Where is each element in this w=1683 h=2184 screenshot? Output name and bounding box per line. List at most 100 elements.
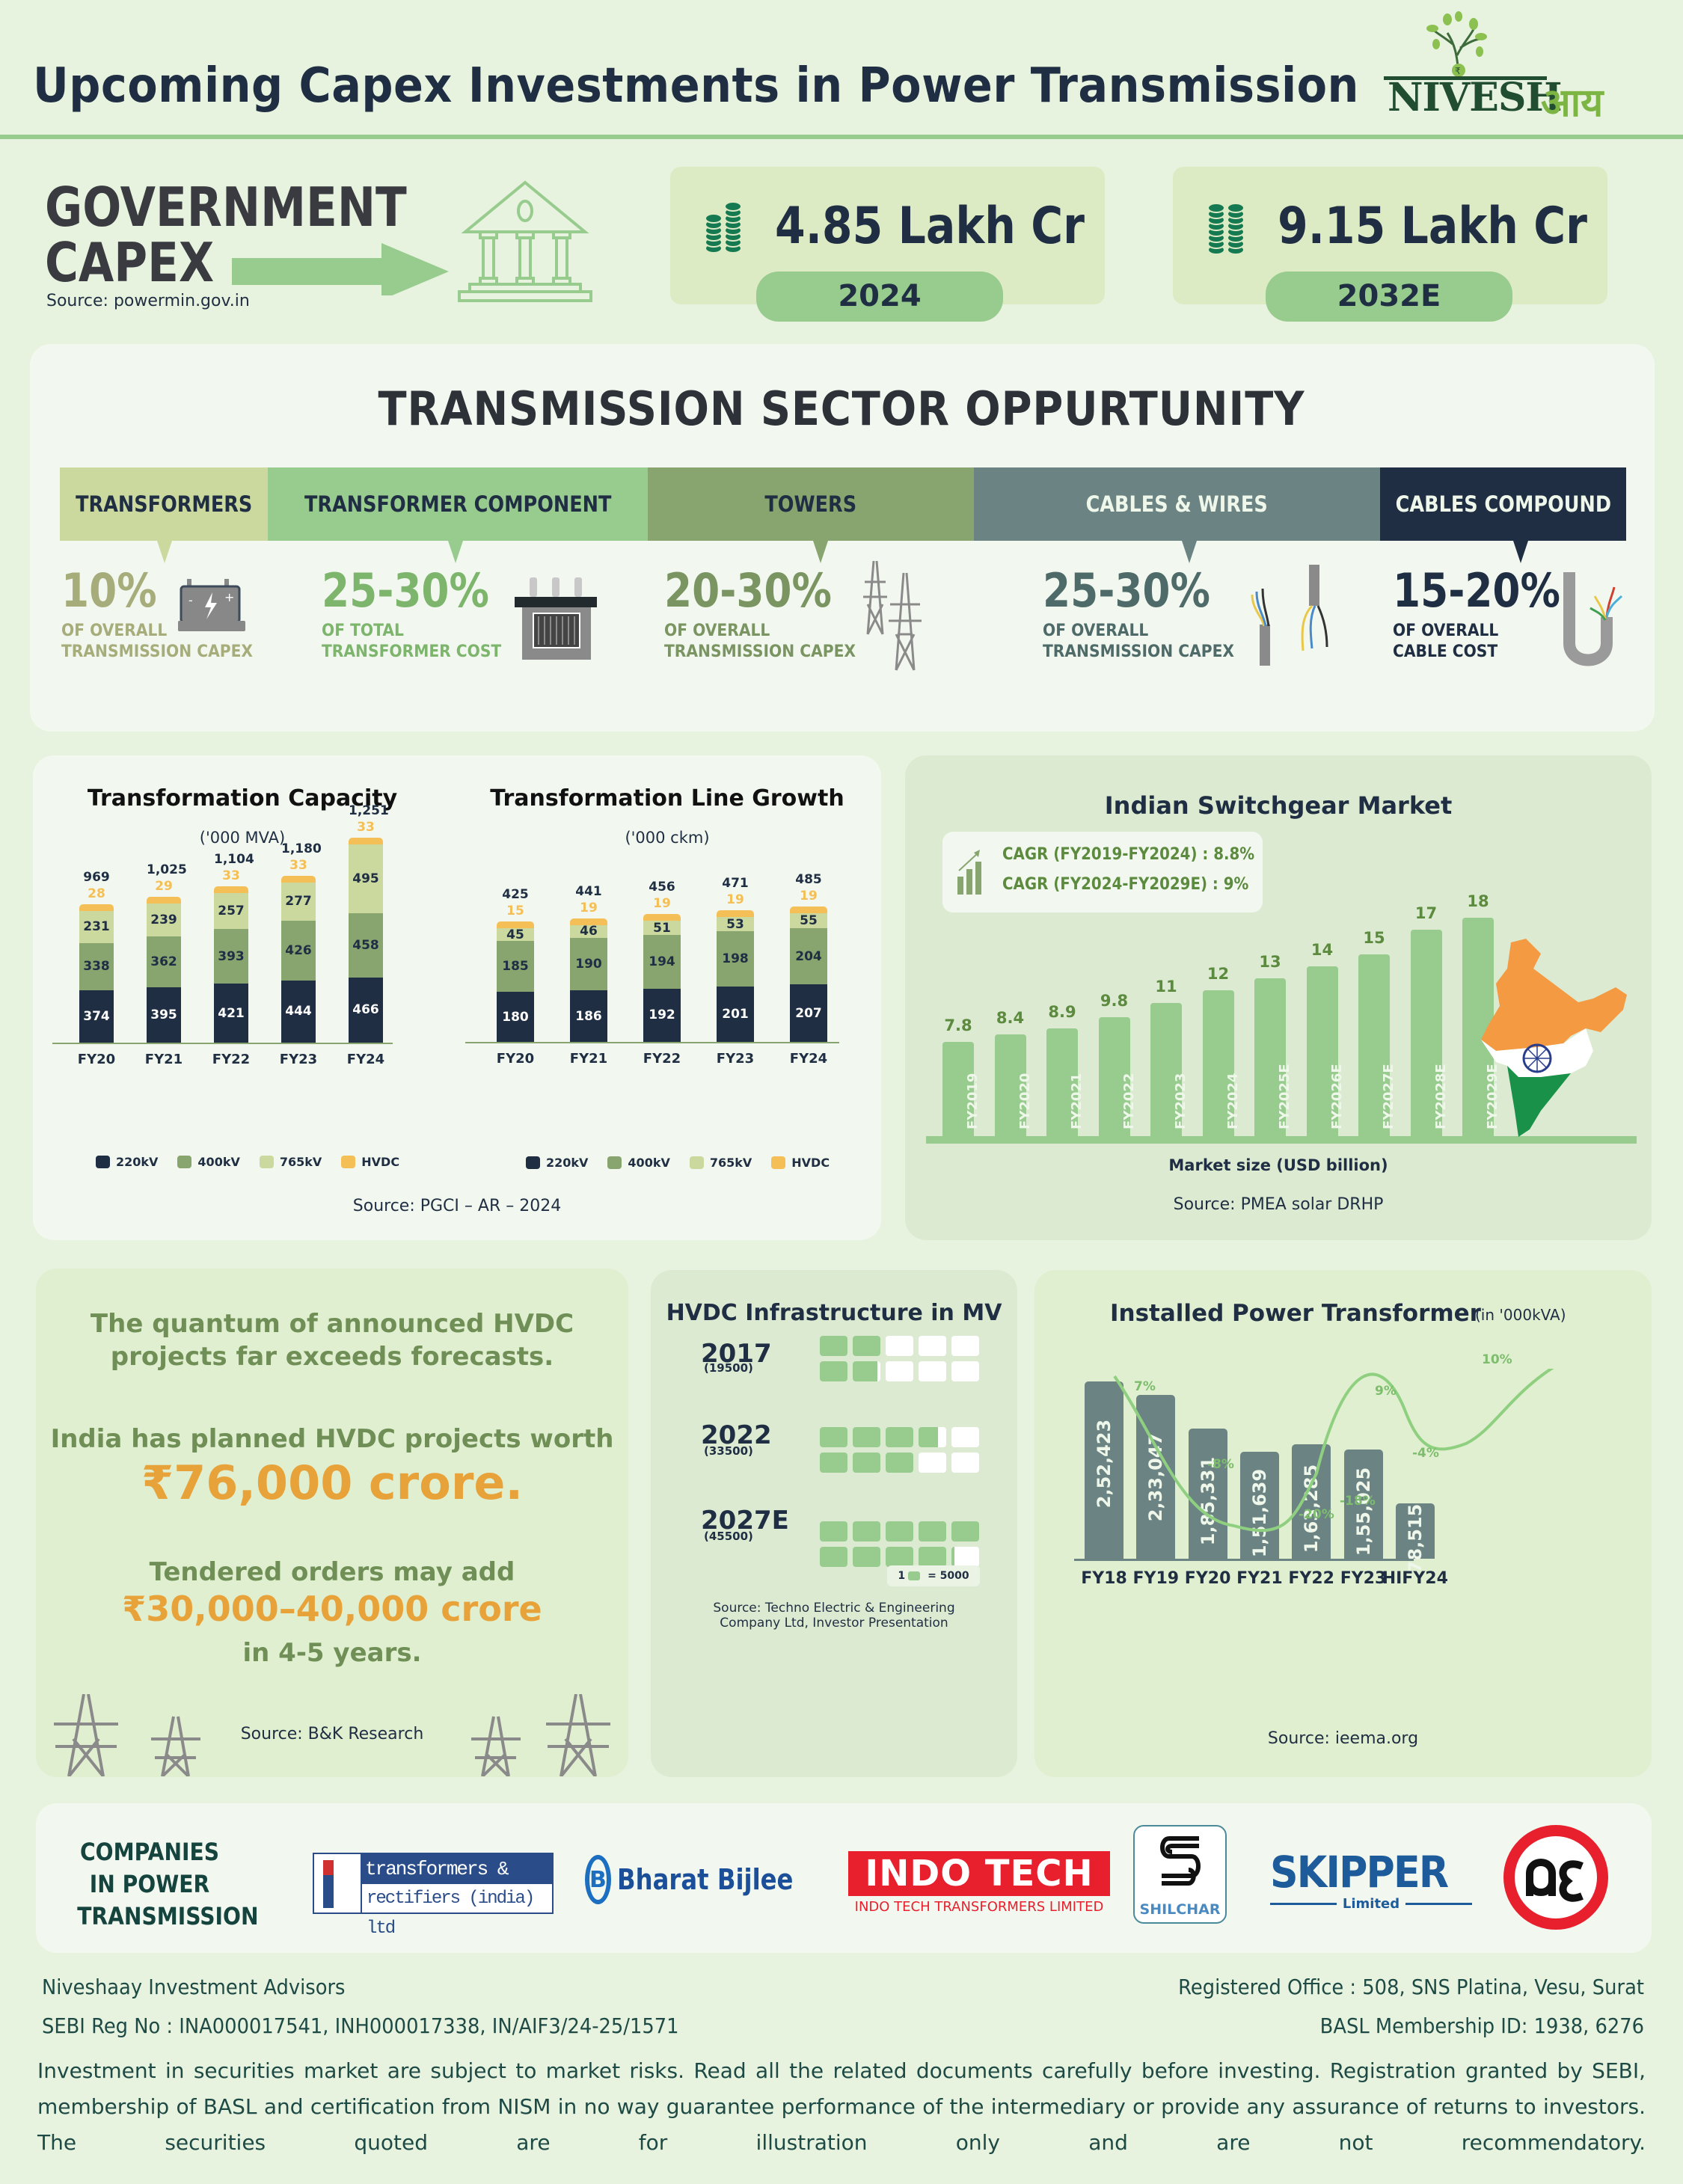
waffle-cell [951,1336,979,1356]
capex-value-2032e: 9.15 Lakh Cr [1278,197,1588,256]
x-axis-label: FY23 [279,1052,318,1067]
hvdc-value-label: 19 [800,888,818,904]
indo-tech-logo[interactable]: INDO TECH INDO TECH TRANSFORMERS LIMITED [848,1851,1110,1918]
waffle-cell [886,1547,913,1567]
bar-total-label: 1,104 [214,851,254,867]
hvdc-value-label: 19 [726,892,744,907]
capex-value-2024: 4.85 Lakh Cr [775,197,1085,256]
tab-towers: TOWERS [648,467,974,541]
bar-segment-220kv: 186 [570,990,607,1042]
waffle-cell [886,1361,913,1381]
svg-text:-: - [188,593,193,607]
pgci-source: Source: PGCI – AR – 2024 [352,1197,562,1215]
bar-segment-765kv: 257 [214,892,248,929]
x-axis-label: FY20 [1184,1569,1231,1588]
waffle-cell [919,1427,946,1447]
switchgear-bar: FY2024 [1202,990,1241,1137]
bharat-bijlee-logo[interactable]: B Bharat Bijlee [585,1853,824,1907]
waffle-cell [853,1427,880,1447]
transformer-icon [515,577,597,660]
bar-segment-765kv: 277 [281,882,316,921]
tab-label: TOWERS [764,491,857,517]
bar-segment-220kv: 395 [147,987,181,1043]
gov-capex-title: GOVERNMENT CAPEX [45,180,407,290]
bar-segment-220kv: 444 [281,980,316,1043]
waffle-cell [820,1427,847,1447]
bar-segment-765kv: 231 [79,910,114,943]
switchgear-value-label: 13 [1259,953,1281,972]
svg-text:+: + [224,590,234,604]
legend-220kv: 220kV [96,1155,158,1169]
bar-segment-hvdc [790,906,827,913]
bar-segment-400kv: 185 [497,940,534,993]
legend-220kv: 220kV [526,1156,588,1170]
pointer-cables-wires [1182,541,1197,563]
shilchar-logo[interactable]: SHILCHAR [1133,1825,1227,1924]
growth-percent-label: 9% [1375,1384,1397,1399]
waffle-cell [919,1547,946,1567]
stat-sub1: OF OVERALL [664,622,770,640]
government-building-icon [458,180,592,302]
bar-segment-400kv: 338 [79,942,114,991]
installed-transformer-bar: 1,85,331 [1188,1428,1227,1559]
growth-chart-icon [957,850,981,895]
waffle-cell [853,1361,880,1381]
bar-segment-hvdc [79,904,114,911]
switchgear-bar: FY2022 [1098,1017,1137,1137]
switchgear-value-label: 7.8 [944,1016,972,1034]
hvdc-projects-text: The quantum of announced HVDC projects f… [36,1269,628,1777]
dc-logo[interactable] [1503,1825,1608,1930]
hvdc-grid-source: Source: Techno Electric & Engineering Co… [713,1601,955,1631]
x-axis-label: FY24 [789,1051,828,1067]
switchgear-bar: FY2026E [1306,966,1345,1137]
hvdc-value-label: 28 [88,886,105,901]
hvdc-text-line: in 4-5 years. [242,1638,422,1668]
bar-total-label: 1,025 [147,862,187,877]
bar-segment-hvdc [147,896,181,904]
switchgear-xlabel: Market size (USD billion) [1168,1156,1388,1174]
niveshaay-logo[interactable]: ₹ NIVESH आय [1384,10,1653,126]
x-axis-label: FY20 [496,1051,535,1067]
hvdc-value-label: 33 [289,857,307,873]
bar-segment-765kv: 45 [497,927,534,942]
switchgear-value-label: 9.8 [1100,992,1129,1010]
legend-hvdc: HVDC [771,1156,830,1170]
skipper-logo[interactable]: SKIPPER Limited [1270,1850,1473,1913]
bar-segment-220kv: 466 [349,977,383,1043]
tab-label: TRANSFORMERS [75,491,253,517]
capex-card-2032e: 9.15 Lakh Cr 2032E [1173,167,1607,322]
bar-segment-hvdc [349,837,383,844]
waffle-cell [820,1521,847,1542]
pointer-cables-compound [1513,541,1528,563]
x-axis-label: FY18 [1081,1569,1127,1588]
legend-hvdc: HVDC [341,1155,399,1169]
hvdc-waffle-chart [820,1336,984,1567]
legend-400kv: 400kV [607,1156,670,1170]
switchgear-value-label: 17 [1414,904,1438,922]
footer-company-name: Niveshaay Investment Advisors [42,1975,346,1999]
hvdc-value-label: 19 [653,896,671,912]
bar-segment-hvdc [643,914,681,921]
tab-label: TRANSFORMER COMPONENT [304,491,612,517]
stat-sub1: OF OVERALL [1043,622,1149,640]
installed-transformer-bar: 1,55,025 [1343,1450,1383,1559]
tab-transformers: TRANSFORMERS [60,467,268,541]
waffle-cell [853,1547,880,1567]
waffle-cell [820,1361,847,1381]
transformers-rectifiers-logo[interactable]: transformers & rectifiers (india) ltd [313,1853,554,1939]
capacity-chart-title: Transformation Capacity [87,785,398,812]
svg-text:₹: ₹ [1455,66,1461,76]
hvdc-value-2027e: (45500) [704,1530,753,1543]
switchgear-value-label: 8.4 [996,1009,1025,1028]
coins-stack-icon [1207,203,1245,254]
capacity-stacked-bar-chart: 374 338 231 28 969 FY20 395 362 239 29 1,025 FY21 42… [52,803,393,1085]
waffle-cell [886,1427,913,1447]
switchgear-bar-chart: FY2019 7.8 FY2020 8.4 FY2021 8.9 FY2022 9.8 FY20… [925,883,1635,1137]
pointer-transformers [157,541,172,563]
cagr-line-2: CAGR (FY2024-FY2029E) : 9% [1002,875,1249,894]
waffle-cell [951,1361,979,1381]
hvdc-text-line: Tendered orders may add [149,1557,515,1587]
bar-segment-400kv: 393 [214,928,248,984]
waffle-cell [919,1336,946,1356]
growth-percent-label: 7% [1134,1379,1156,1394]
